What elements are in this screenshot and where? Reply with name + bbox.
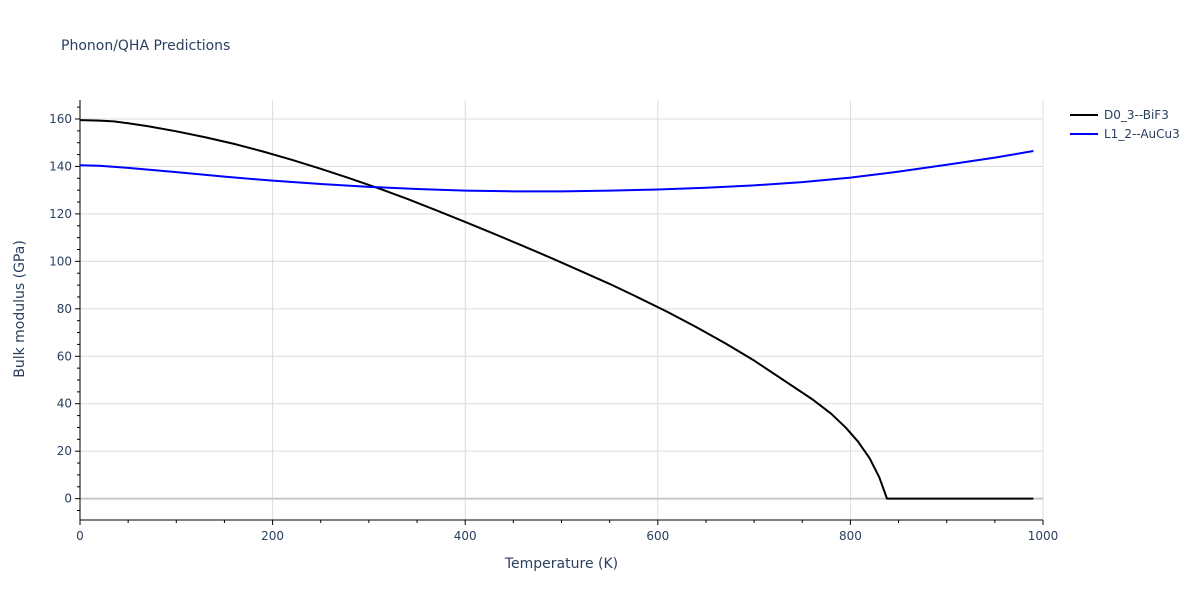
series-line-2 bbox=[79, 150, 1034, 193]
y-tick-label: 20 bbox=[57, 444, 72, 458]
legend-label: D0_3--BiF3 bbox=[1104, 108, 1169, 122]
y-tick-label: 120 bbox=[49, 207, 72, 221]
y-tick-label: 60 bbox=[57, 349, 72, 363]
x-axis-title: Temperature (K) bbox=[504, 556, 618, 572]
axes bbox=[75, 100, 1044, 525]
y-axis-title: Bulk modulus (GPa) bbox=[12, 240, 28, 378]
y-tick-label: 0 bbox=[64, 492, 72, 506]
tick-labels: 0 200 400 600 800 1000 0 20 40 60 80 100 120 140 160 bbox=[49, 112, 1058, 543]
legend-item[interactable]: L1_2--AuCu3 bbox=[1070, 127, 1180, 141]
x-tick-label: 800 bbox=[839, 529, 862, 543]
series-lines bbox=[79, 119, 1034, 500]
y-tick-label: 80 bbox=[57, 302, 72, 316]
legend: D0_3--BiF3 L1_2--AuCu3 bbox=[1070, 108, 1180, 141]
x-tick-label: 1000 bbox=[1028, 529, 1059, 543]
x-tick-label: 0 bbox=[76, 529, 84, 543]
y-tick-label: 40 bbox=[57, 397, 72, 411]
x-tick-label: 600 bbox=[646, 529, 669, 543]
legend-item[interactable]: D0_3--BiF3 bbox=[1070, 108, 1169, 122]
grid-lines bbox=[80, 100, 1044, 520]
y-tick-label: 140 bbox=[49, 159, 72, 173]
y-tick-label: 100 bbox=[49, 254, 72, 268]
y-tick-label: 160 bbox=[49, 112, 72, 126]
legend-label: L1_2--AuCu3 bbox=[1104, 127, 1180, 141]
chart-title: Phonon/QHA Predictions bbox=[61, 38, 230, 54]
x-tick-label: 400 bbox=[454, 529, 477, 543]
x-tick-label: 200 bbox=[261, 529, 284, 543]
series-line-1 bbox=[79, 119, 1034, 500]
